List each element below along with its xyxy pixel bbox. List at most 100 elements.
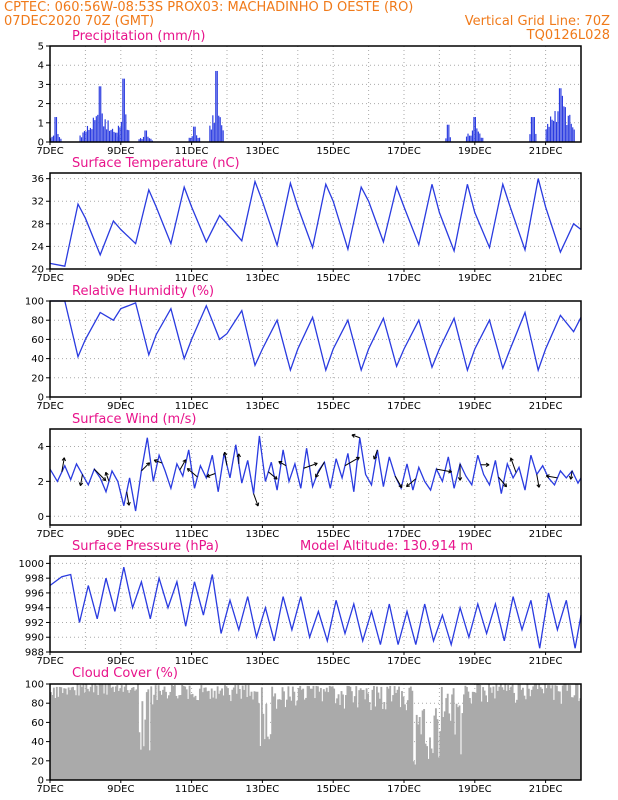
cloud-bar <box>401 691 403 780</box>
wind-arrow-head <box>373 456 378 460</box>
cloud-bar <box>451 694 454 780</box>
cloud-bar <box>520 689 523 780</box>
cloud-bar <box>483 690 486 780</box>
cloud-xtick-label: 21DEC <box>529 784 563 795</box>
cloud-bar <box>281 687 284 780</box>
cloud-bar <box>430 748 433 780</box>
precip-bar <box>209 125 211 142</box>
wind-arrow-head <box>459 477 463 481</box>
cloud-bar <box>325 687 328 780</box>
precip-bar <box>54 117 56 142</box>
precip-bar <box>116 132 118 142</box>
cloud-ytick-label: 0 <box>38 776 44 787</box>
wind-arrow-head <box>187 467 191 470</box>
precip-bar <box>120 121 122 142</box>
precip-bar <box>86 125 89 142</box>
cloud-bar <box>61 693 64 780</box>
rh-ytick-label: 40 <box>31 354 44 365</box>
cloud-bar <box>442 717 445 780</box>
wind-arrow-head <box>569 475 572 480</box>
cloud-bar <box>89 686 92 780</box>
cloud-bar <box>129 689 132 780</box>
cloud-bar <box>178 695 181 780</box>
precip-bar <box>91 129 93 142</box>
precip-bar <box>482 137 484 142</box>
wind-ytick-label: 0 <box>38 512 44 523</box>
cloud-bar <box>409 686 412 780</box>
wind-arrow <box>61 457 65 473</box>
precip-ytick-label: 0 <box>38 138 44 149</box>
rh-xtick-label: 19DEC <box>458 401 492 412</box>
precip-bar <box>480 137 482 142</box>
cloud-xtick-label: 15DEC <box>316 784 350 795</box>
cloud-bar <box>511 684 514 780</box>
cloud-ytick-label: 40 <box>31 737 44 748</box>
cloud-bar <box>249 695 251 780</box>
precip-bar <box>474 117 476 142</box>
cloud-bar <box>355 686 358 780</box>
cloud-bar <box>302 688 305 780</box>
cloud-bar <box>567 684 570 780</box>
wind-arrow <box>436 468 452 473</box>
cloud-bar <box>315 685 318 780</box>
cloud-bar <box>501 687 504 780</box>
cloud-bar <box>449 720 452 780</box>
cloud-bar <box>308 686 310 780</box>
wind-xtick-label: 15DEC <box>316 529 350 540</box>
wind-arrow-head <box>510 457 514 461</box>
precip-bar <box>567 115 569 142</box>
wind-arrow-head <box>222 451 226 456</box>
cloud-bar <box>510 686 513 780</box>
cloud-bar <box>572 697 575 780</box>
cloud-bar <box>66 694 69 780</box>
cloud-bar <box>470 703 473 780</box>
cloud-bar <box>231 689 234 780</box>
rh-xtick-label: 15DEC <box>316 401 350 412</box>
cloud-xtick-label: 13DEC <box>246 784 280 795</box>
cloud-bar <box>297 687 300 780</box>
cloud-bar <box>241 685 244 780</box>
cloud-bar <box>145 692 148 780</box>
precip-bar <box>111 128 114 142</box>
cloud-bar <box>175 695 178 780</box>
cloud-bar <box>257 703 260 780</box>
precip-ytick-label: 3 <box>38 80 44 91</box>
precip-xtick-label: 7DEC <box>36 146 63 157</box>
precip-bar <box>107 120 109 142</box>
cloud-bar <box>197 700 200 780</box>
cloud-bar <box>60 687 63 780</box>
cloud-bar <box>514 702 517 780</box>
cloud-bar <box>429 737 431 780</box>
cloud-ytick-label: 80 <box>31 699 44 710</box>
cloud-bar <box>375 686 378 780</box>
cloud-bar <box>479 684 482 780</box>
wind-arrow-head <box>153 459 157 464</box>
wind-arrow-head <box>104 472 107 476</box>
temp-xtick-label: 11DEC <box>175 273 209 284</box>
precip-bar <box>552 120 555 142</box>
wind-arrow-head <box>102 479 106 482</box>
precip-bar <box>193 126 195 142</box>
temp-frame <box>49 172 582 270</box>
cloud-bar <box>206 691 209 780</box>
cloud-bar <box>113 691 116 780</box>
cloud-bar <box>238 689 241 780</box>
precip-bar <box>210 129 212 142</box>
cloud-bar <box>398 686 400 780</box>
cloud-bar <box>224 685 226 780</box>
cloud-bar <box>296 700 299 780</box>
cloud-bar <box>508 689 511 780</box>
cloud-bar <box>476 684 479 780</box>
cloud-bar <box>345 695 347 780</box>
cloud-bar <box>498 686 501 780</box>
precip-bar <box>109 130 111 142</box>
cloud-bar <box>262 713 265 780</box>
cloud-bar <box>367 693 369 780</box>
cloud-bar <box>232 687 235 780</box>
cloud-bar <box>390 701 393 780</box>
cloud-bar <box>527 688 530 780</box>
cloud-bar <box>486 702 489 780</box>
cloud-bar <box>268 739 271 780</box>
cloud-bar <box>200 685 203 780</box>
cloud-bar <box>168 695 170 780</box>
